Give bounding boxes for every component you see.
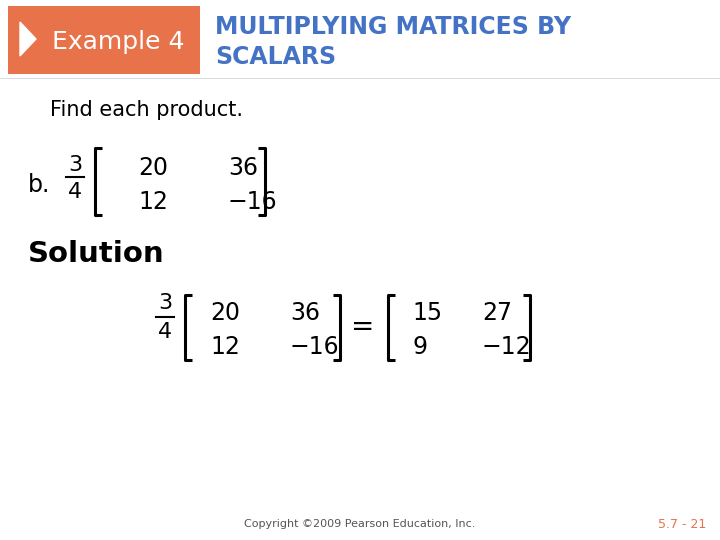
Text: Solution: Solution bbox=[28, 240, 165, 268]
Text: 36: 36 bbox=[228, 156, 258, 180]
Text: 3: 3 bbox=[158, 293, 172, 313]
Text: 15: 15 bbox=[412, 301, 442, 325]
Text: 20: 20 bbox=[210, 301, 240, 325]
Text: 12: 12 bbox=[210, 335, 240, 359]
Text: MULTIPLYING MATRICES BY: MULTIPLYING MATRICES BY bbox=[215, 15, 571, 39]
Polygon shape bbox=[20, 22, 36, 56]
Text: −16: −16 bbox=[228, 190, 278, 214]
Text: Find each product.: Find each product. bbox=[50, 100, 243, 120]
Text: Example 4: Example 4 bbox=[52, 30, 184, 54]
Text: SCALARS: SCALARS bbox=[215, 45, 336, 69]
Text: Copyright ©2009 Pearson Education, Inc.: Copyright ©2009 Pearson Education, Inc. bbox=[244, 519, 476, 529]
Text: −16: −16 bbox=[290, 335, 340, 359]
Text: 20: 20 bbox=[138, 156, 168, 180]
Text: 4: 4 bbox=[158, 322, 172, 342]
FancyBboxPatch shape bbox=[8, 6, 200, 74]
Text: 3: 3 bbox=[68, 155, 82, 175]
Text: 36: 36 bbox=[290, 301, 320, 325]
Text: 9: 9 bbox=[412, 335, 427, 359]
Text: b.: b. bbox=[28, 173, 50, 197]
Text: 4: 4 bbox=[68, 182, 82, 202]
Text: 12: 12 bbox=[138, 190, 168, 214]
Text: 27: 27 bbox=[482, 301, 512, 325]
Text: −12: −12 bbox=[482, 335, 531, 359]
Text: 5.7 - 21: 5.7 - 21 bbox=[658, 517, 706, 530]
Text: =: = bbox=[351, 314, 374, 341]
